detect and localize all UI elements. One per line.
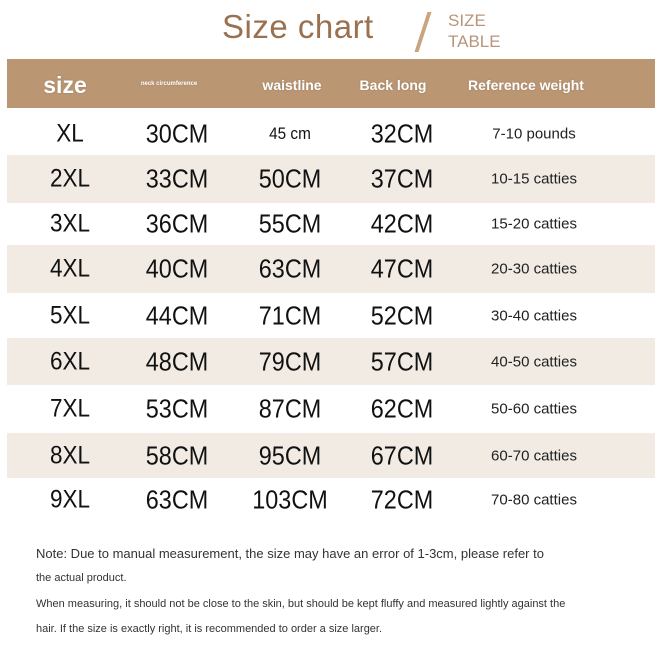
cell-size: 4XL [49,254,91,283]
cell-waist: 71CM [258,300,322,330]
cell-neck: 44CM [145,300,209,330]
table-header: size neck circumference waistline Back l… [7,59,655,108]
table-row: 4XL 40CM 63CM 47CM 20-30 catties [7,245,655,293]
cell-back: 42CM [370,208,434,239]
cell-neck: 36CM [145,208,209,239]
title-divider [414,12,432,52]
cell-back: 67CM [370,440,434,470]
cell-waist: 87CM [258,393,322,424]
cell-neck: 58CM [145,440,209,470]
cell-waist: 45 cm [269,124,311,143]
cell-weight: 60-70 catties [491,447,577,464]
cell-neck: 40CM [145,253,209,284]
subtitle-line-1: SIZE [448,11,486,30]
note-line-3: When measuring, it should not be close t… [36,598,566,610]
page-subtitle: SIZE TABLE [448,10,501,52]
cell-weight: 50-60 catties [491,400,577,418]
cell-size: XL [56,119,84,148]
cell-back: 52CM [370,300,434,330]
table-row: 9XL 63CM 103CM 72CM 70-80 catties [7,478,655,522]
cell-back: 72CM [370,484,434,515]
header-back-length: Back long [359,77,427,93]
header-waist: waistline [262,77,322,93]
cell-size: 5XL [49,301,91,329]
header-neck: neck circumference [140,81,198,87]
table-row: 6XL 48CM 79CM 57CM 40-50 catties [7,338,655,385]
cell-waist: 95CM [258,440,322,470]
cell-waist: 79CM [258,346,322,376]
cell-back: 57CM [370,346,434,376]
cell-weight: 10-15 catties [491,170,577,188]
cell-size: 9XL [49,485,91,514]
header-size: size [43,72,87,98]
note-line-2: the actual product. [36,572,127,584]
table-row: 7XL 53CM 87CM 62CM 50-60 catties [7,385,655,433]
cell-neck: 63CM [145,484,209,515]
cell-neck: 33CM [145,163,209,194]
table-row: 3XL 36CM 55CM 42CM 15-20 catties [7,203,655,245]
cell-waist: 63CM [258,253,322,284]
cell-weight: 40-50 catties [491,353,577,370]
subtitle-line-2: TABLE [448,32,501,51]
note-line-4: hair. If the size is exactly right, it i… [36,623,383,635]
cell-size: 6XL [49,347,91,375]
cell-neck: 48CM [145,346,209,376]
cell-neck: 53CM [145,393,209,424]
cell-weight: 70-80 catties [491,491,577,509]
table-row: XL 30CM 45 cm 32CM 7-10 pounds [7,113,655,155]
header-weight: Reference weight [468,77,584,93]
cell-waist: 55CM [258,208,322,239]
cell-weight: 15-20 catties [491,215,577,233]
cell-weight: 30-40 catties [491,307,577,324]
cell-back: 47CM [370,253,434,284]
table-row: 8XL 58CM 95CM 67CM 60-70 catties [7,433,655,478]
cell-waist: 50CM [258,163,322,194]
cell-back: 62CM [370,393,434,424]
cell-weight: 20-30 catties [491,260,577,278]
table-row: 2XL 33CM 50CM 37CM 10-15 catties [7,155,655,203]
cell-size: 2XL [49,164,91,193]
table-row: 5XL 44CM 71CM 52CM 30-40 catties [7,293,655,338]
cell-back: 37CM [370,163,434,194]
cell-neck: 30CM [145,118,209,149]
cell-waist: 103CM [252,484,328,515]
cell-size: 7XL [49,394,91,423]
cell-size: 8XL [49,441,91,469]
note-line-1: Note: Due to manual measurement, the siz… [36,546,544,561]
cell-weight: 7-10 pounds [492,125,576,143]
page-title: Size chart [222,8,374,45]
cell-size: 3XL [49,209,91,238]
cell-back: 32CM [370,118,434,149]
